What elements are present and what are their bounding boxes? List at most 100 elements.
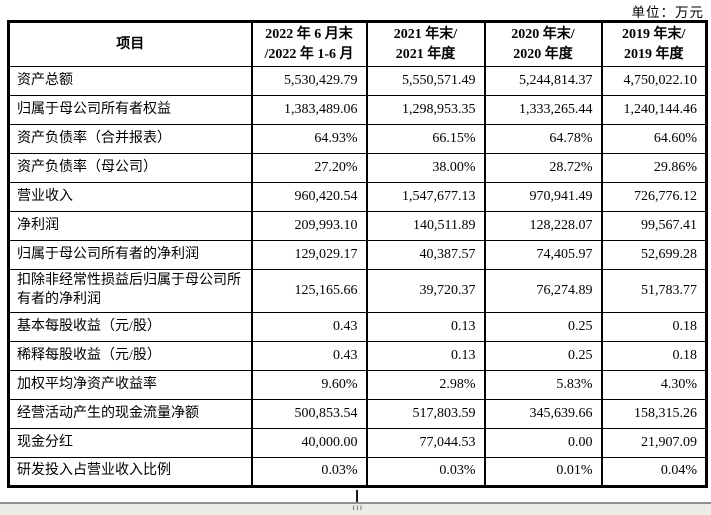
cell-value: 38.00% [365, 153, 486, 184]
row-label: 扣除非经常性损益后归属于母公司所有者的净利润 [7, 269, 253, 313]
column-header-line: 2021 年末/ [393, 27, 458, 42]
cell-value: 5.83% [483, 369, 603, 400]
column-header-line: 2020 年度 [513, 46, 573, 62]
cell-value: 129,029.17 [250, 240, 368, 271]
cell-value: 21,907.09 [600, 427, 708, 458]
cell-value: 77,044.53 [365, 427, 486, 458]
column-header-line: 2019 年度 [624, 46, 684, 62]
cell-value: 2.98% [365, 369, 486, 400]
row-label: 资产负债率（母公司） [7, 153, 253, 184]
cell-value: 1,240,144.46 [600, 95, 708, 126]
column-header-line: 2022 年 6 月末 [265, 27, 353, 42]
cell-value: 0.43 [250, 340, 368, 371]
cell-value: 40,387.57 [365, 240, 486, 271]
column-header-period-2019: 2019 年末/ 2019 年度 [600, 20, 708, 68]
cell-value: 52,699.28 [600, 240, 708, 271]
table-row: 加权平均净资产收益率 9.60% 2.98% 5.83% 4.30% [7, 369, 708, 400]
unit-label: 单位：万元 [631, 5, 704, 20]
table-row: 营业收入 960,420.54 1,547,677.13 970,941.49 … [7, 182, 708, 213]
cell-value: 726,776.12 [600, 182, 708, 213]
row-label: 归属于母公司所有者的净利润 [7, 240, 253, 271]
cell-value: 64.60% [600, 124, 708, 155]
table-row: 资产负债率（母公司） 27.20% 38.00% 28.72% 29.86% [7, 153, 708, 184]
column-header-line: 2021 年度 [395, 46, 456, 62]
table-row: 扣除非经常性损益后归属于母公司所有者的净利润 125,165.66 39,720… [7, 269, 708, 313]
cell-value: 39,720.37 [365, 269, 486, 313]
cell-value: 1,333,265.44 [483, 95, 603, 126]
cell-value: 4.30% [600, 369, 708, 400]
resize-grip-icon[interactable]: ııı [352, 503, 364, 512]
row-label: 现金分红 [7, 427, 253, 458]
cell-value: 1,547,677.13 [365, 182, 486, 213]
column-header-period-2021: 2021 年末/ 2021 年度 [365, 20, 486, 68]
cell-value: 345,639.66 [483, 398, 603, 429]
cell-value: 1,383,489.06 [250, 95, 368, 126]
row-label: 基本每股收益（元/股） [7, 311, 253, 342]
column-header-line: /2022 年 1-6 月 [264, 46, 354, 62]
row-label: 经营活动产生的现金流量净额 [7, 398, 253, 429]
cell-value: 64.78% [483, 124, 603, 155]
table-row: 资产总额 5,530,429.79 5,550,571.49 5,244,814… [7, 66, 708, 97]
column-header-line: 2020 年末/ [511, 27, 575, 42]
row-label: 研发投入占营业收入比例 [7, 456, 253, 487]
row-label: 加权平均净资产收益率 [7, 369, 253, 400]
cell-value: 0.03% [365, 456, 486, 487]
cell-value: 0.25 [483, 311, 603, 342]
cell-value: 209,993.10 [250, 211, 368, 242]
bottom-bar: ııı [0, 502, 711, 515]
cell-value: 29.86% [600, 153, 708, 184]
cell-value: 99,567.41 [600, 211, 708, 242]
table-row: 归属于母公司所有者权益 1,383,489.06 1,298,953.35 1,… [7, 95, 708, 126]
cell-value: 5,244,814.37 [483, 66, 603, 97]
cell-value: 40,000.00 [250, 427, 368, 458]
cell-value: 125,165.66 [250, 269, 368, 313]
cell-value: 960,420.54 [250, 182, 368, 213]
cell-value: 0.13 [365, 340, 486, 371]
cell-value: 28.72% [483, 153, 603, 184]
row-label: 归属于母公司所有者权益 [7, 95, 253, 126]
row-label: 净利润 [7, 211, 253, 242]
cell-value: 1,298,953.35 [365, 95, 486, 126]
column-header-period-2020: 2020 年末/ 2020 年度 [483, 20, 603, 68]
table-row: 经营活动产生的现金流量净额 500,853.54 517,803.59 345,… [7, 398, 708, 429]
table-row: 归属于母公司所有者的净利润 129,029.17 40,387.57 74,40… [7, 240, 708, 271]
financial-summary-table: 项目 2022 年 6 月末 /2022 年 1-6 月 2021 年末/ 20… [7, 20, 708, 488]
cell-value: 158,315.26 [600, 398, 708, 429]
cell-value: 5,550,571.49 [365, 66, 486, 97]
cell-value: 0.00 [483, 427, 603, 458]
row-label: 稀释每股收益（元/股） [7, 340, 253, 371]
cell-value: 0.25 [483, 340, 603, 371]
cell-value: 500,853.54 [250, 398, 368, 429]
cell-value: 76,274.89 [483, 269, 603, 313]
table-row: 净利润 209,993.10 140,511.89 128,228.07 99,… [7, 211, 708, 242]
cell-value: 970,941.49 [483, 182, 603, 213]
table-row: 基本每股收益（元/股） 0.43 0.13 0.25 0.18 [7, 311, 708, 342]
table-row: 研发投入占营业收入比例 0.03% 0.03% 0.01% 0.04% [7, 456, 708, 487]
cell-value: 0.03% [250, 456, 368, 487]
table-row: 现金分红 40,000.00 77,044.53 0.00 21,907.09 [7, 427, 708, 458]
table-row: 资产负债率（合并报表） 64.93% 66.15% 64.78% 64.60% [7, 124, 708, 155]
cell-value: 64.93% [250, 124, 368, 155]
table-header-row: 项目 2022 年 6 月末 /2022 年 1-6 月 2021 年末/ 20… [7, 20, 708, 68]
cell-value: 66.15% [365, 124, 486, 155]
cell-value: 0.04% [600, 456, 708, 487]
cell-value: 517,803.59 [365, 398, 486, 429]
splitter-line [356, 490, 358, 502]
column-header-period-2022: 2022 年 6 月末 /2022 年 1-6 月 [250, 20, 368, 68]
row-label: 资产负债率（合并报表） [7, 124, 253, 155]
table-body: 资产总额 5,530,429.79 5,550,571.49 5,244,814… [7, 66, 708, 487]
column-header-item: 项目 [7, 20, 253, 68]
column-header-item-label: 项目 [116, 36, 145, 52]
row-label: 资产总额 [7, 66, 253, 97]
cell-value: 128,228.07 [483, 211, 603, 242]
cell-value: 4,750,022.10 [600, 66, 708, 97]
cell-value: 5,530,429.79 [250, 66, 368, 97]
cell-value: 27.20% [250, 153, 368, 184]
cell-value: 0.18 [600, 311, 708, 342]
cell-value: 140,511.89 [365, 211, 486, 242]
column-header-line: 2019 年末/ [622, 27, 686, 42]
cell-value: 51,783.77 [600, 269, 708, 313]
cell-value: 74,405.97 [483, 240, 603, 271]
row-label: 营业收入 [7, 182, 253, 213]
